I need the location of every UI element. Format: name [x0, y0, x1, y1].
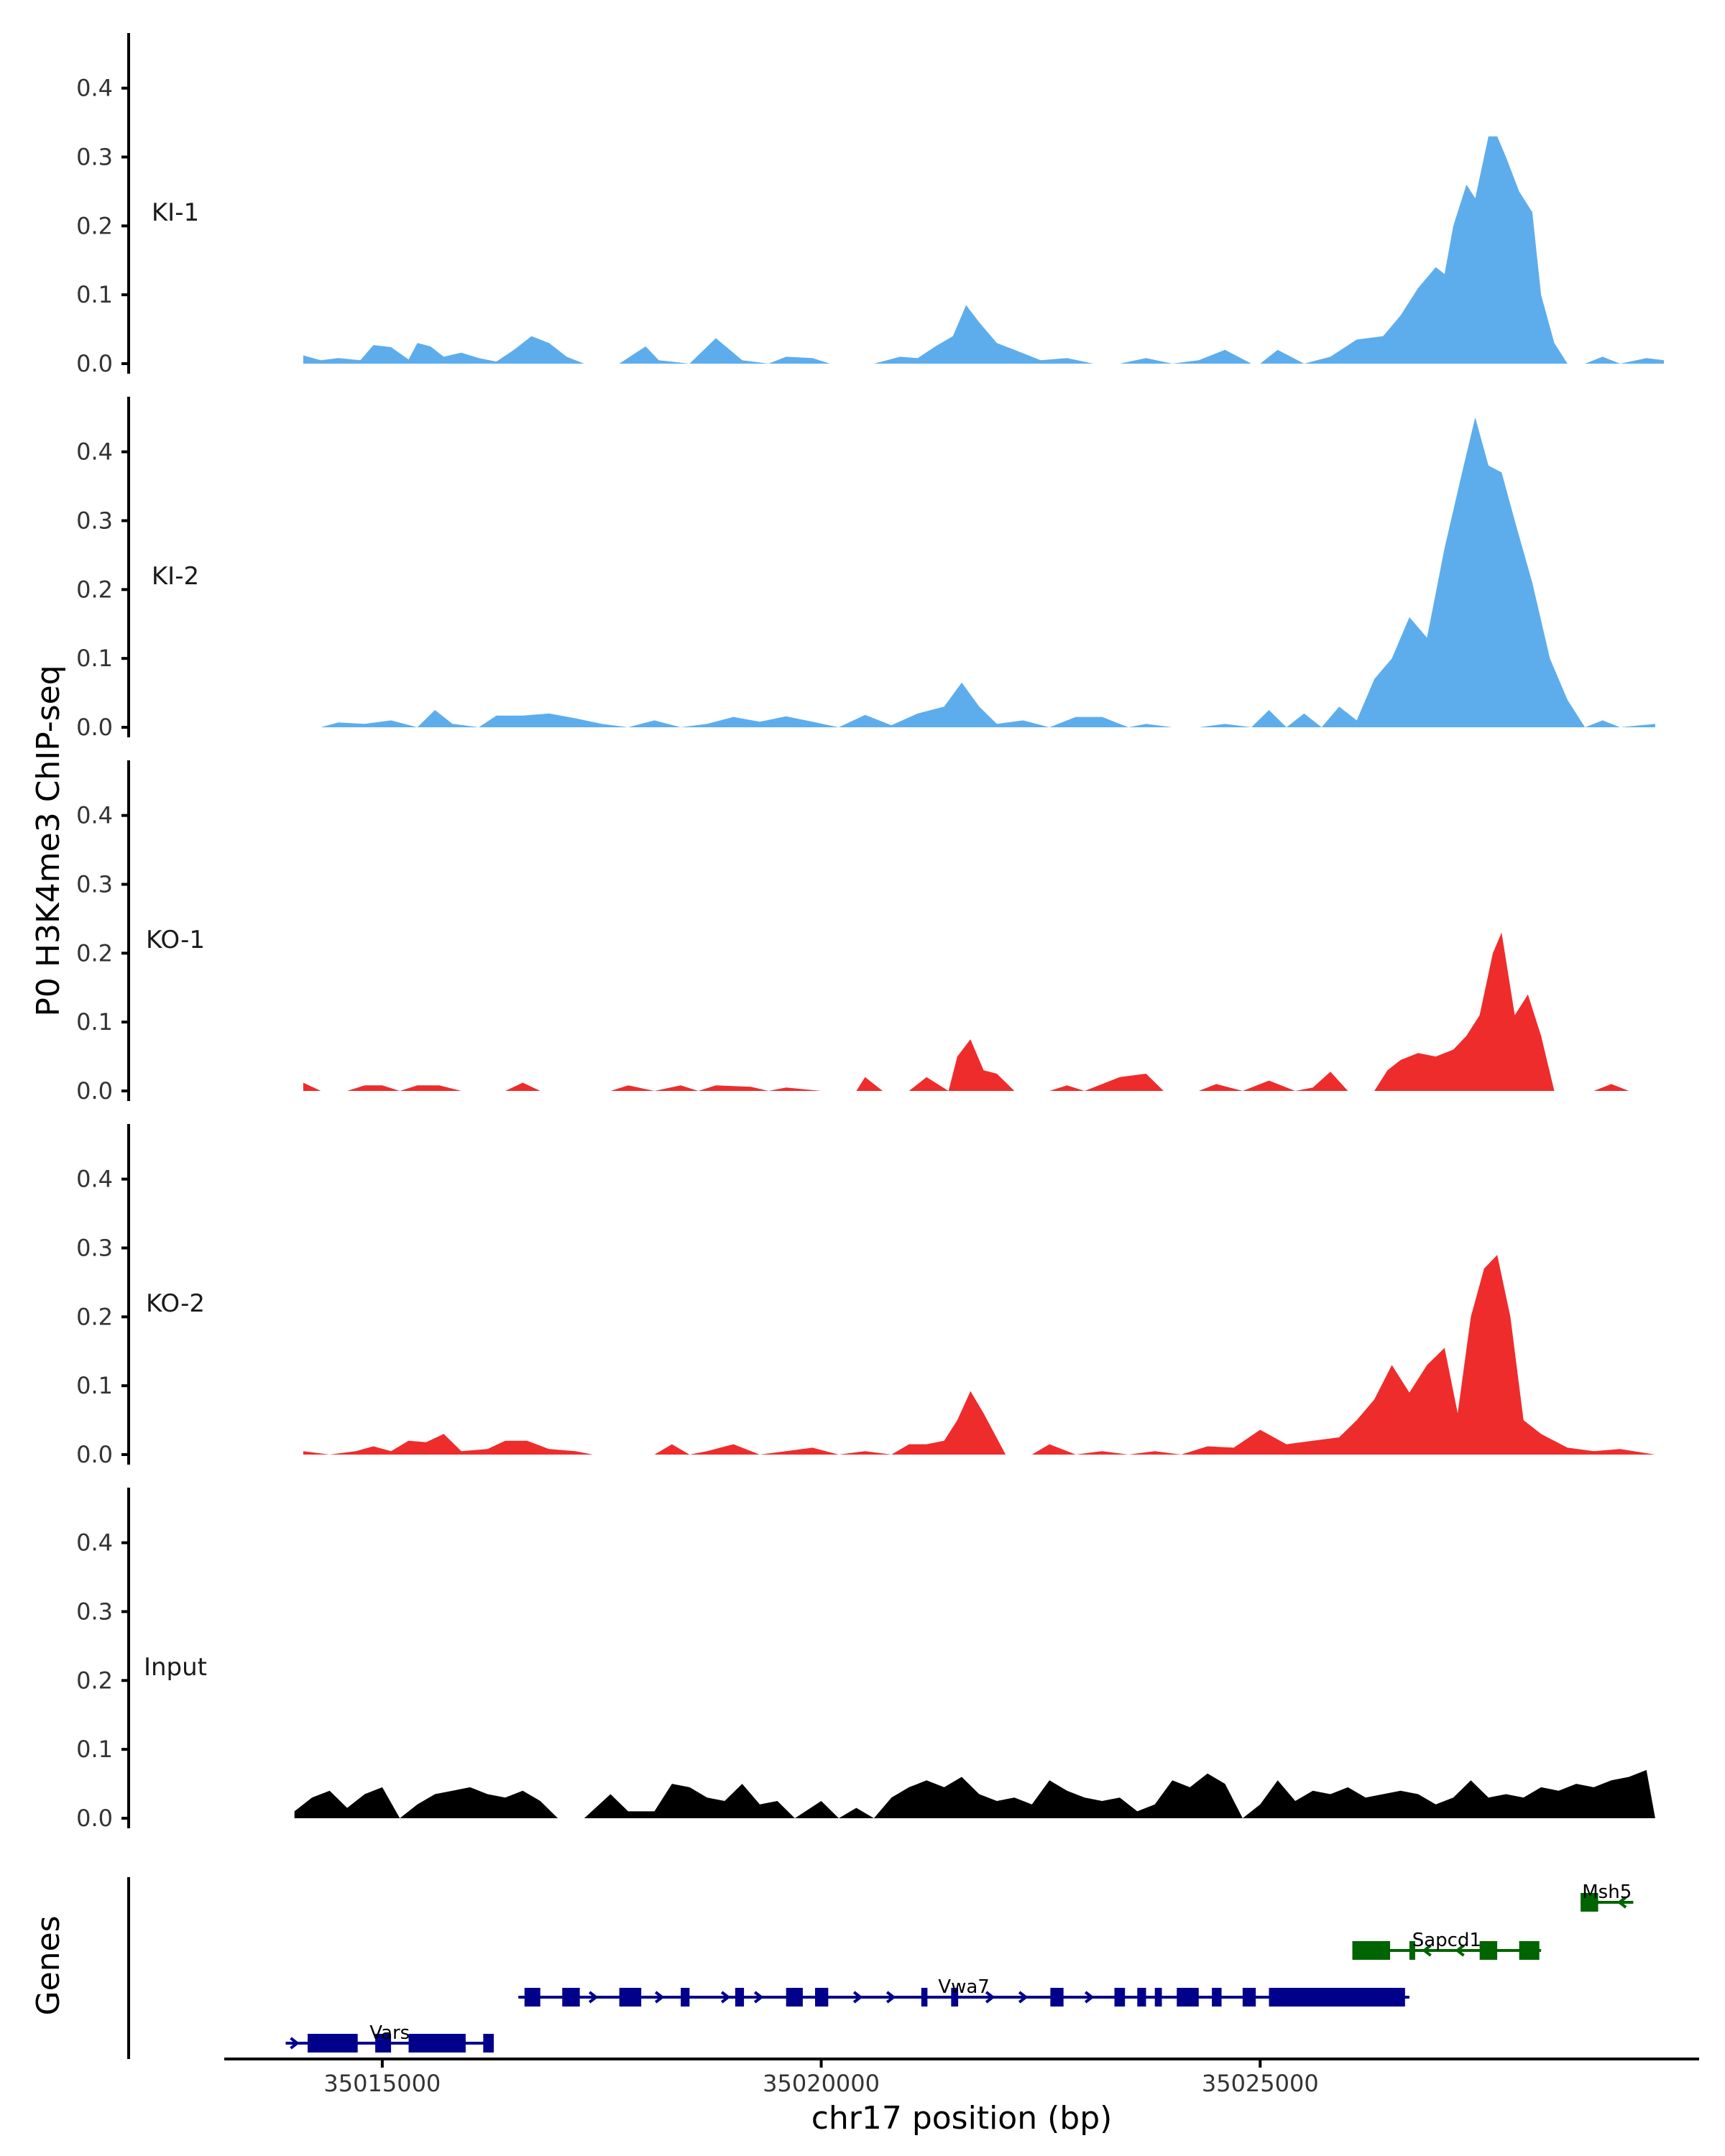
exon-block: [308, 2034, 358, 2053]
y-tick-label: 0.2: [76, 212, 113, 239]
gene-label-vars: Vars: [369, 2022, 410, 2044]
strand-arrow: [588, 1991, 599, 2004]
exon-block: [524, 1988, 540, 2007]
track-label: KO-1: [146, 926, 205, 954]
exon-block: [1519, 1941, 1540, 1960]
x-tick-label: 35015000: [323, 2070, 441, 2097]
y-tick-label: 0.3: [76, 871, 113, 898]
signal-area-ko-1: [303, 932, 1629, 1091]
strand-arrow: [720, 1991, 731, 2004]
strand-arrow: [852, 1991, 863, 2004]
x-axis: 35015000 35020000 35025000: [224, 2058, 1699, 2097]
y-tick-label: 0.1: [76, 281, 113, 308]
track-label: KI-1: [152, 198, 199, 227]
gene-label-vwa7: Vwa7: [938, 1976, 990, 1998]
signal-area-ki-1: [303, 136, 1665, 364]
y-tick-label: 0.0: [76, 714, 113, 741]
gene-label-sapcd1: Sapcd1: [1412, 1930, 1481, 1951]
y-tick-label: 0.4: [76, 75, 113, 102]
exon-block: [1114, 1988, 1126, 2007]
y-tick-label: 0.0: [76, 350, 113, 377]
signal-area-ko-2: [303, 1255, 1655, 1455]
exon-block: [562, 1988, 580, 2007]
strand-arrow: [1422, 1944, 1432, 1957]
exon-block: [408, 2034, 466, 2053]
exon-block: [951, 1988, 959, 2007]
exon-block: [786, 1988, 803, 2007]
exon-block: [1212, 1988, 1222, 2007]
exon-block: [1269, 1988, 1405, 2007]
exon-block: [921, 1988, 928, 2007]
track-label: Input: [144, 1653, 207, 1682]
exon-block: [1581, 1893, 1598, 1912]
exon-block: [1409, 1941, 1415, 1960]
strand-arrow: [290, 2037, 300, 2050]
y-tick-label: 0.1: [76, 1008, 113, 1036]
y-tick-label: 0.2: [76, 1303, 113, 1330]
track-label: KI-2: [152, 562, 199, 591]
y-tick-label: 0.1: [76, 1736, 113, 1763]
y-tick-label: 0.2: [76, 1667, 113, 1694]
signal-area-ki-2: [321, 417, 1655, 727]
gene-label-msh5: Msh5: [1582, 1881, 1632, 1903]
strand-arrow: [1455, 1944, 1465, 1957]
exon-block: [1177, 1988, 1199, 2007]
exon-block: [815, 1988, 829, 2007]
x-tick-label: 35025000: [1202, 2070, 1319, 2097]
y-tick-label: 0.3: [76, 1598, 113, 1626]
track-label: KO-2: [146, 1289, 205, 1318]
exon-block: [1137, 1988, 1146, 2007]
y-tick-label: 0.3: [76, 144, 113, 171]
exon-block: [1050, 1988, 1064, 2007]
genes-track-title: Genes: [30, 1915, 67, 2015]
y-axis-title: P0 H3K4me3 ChIP-seq: [30, 665, 67, 1016]
y-tick-label: 0.2: [76, 576, 113, 603]
y-tick-label: 0.0: [76, 1077, 113, 1105]
x-tick-label: 35020000: [763, 2070, 880, 2097]
strand-arrow: [1018, 1991, 1029, 2004]
exon-block: [1352, 1941, 1391, 1960]
x-axis-title: chr17 position (bp): [811, 2100, 1113, 2137]
y-tick-label: 0.3: [76, 1235, 113, 1262]
y-tick-label: 0.0: [76, 1441, 113, 1468]
y-tick-label: 0.4: [76, 1529, 113, 1557]
y-tick-label: 0.3: [76, 507, 113, 535]
exon-block: [375, 2034, 392, 2053]
exon-block: [681, 1988, 690, 2007]
strand-arrow: [654, 1991, 665, 2004]
strand-arrow: [1084, 1991, 1095, 2004]
y-tick-label: 0.2: [76, 939, 113, 967]
strand-arrow: [985, 1991, 995, 2004]
exon-block: [483, 2034, 494, 2053]
y-tick-label: 0.4: [76, 1166, 113, 1193]
y-tick-label: 0.0: [76, 1805, 113, 1832]
exon-block: [1154, 1988, 1162, 2007]
signal-tracks: 0.0 0.1 0.2 0.3 0.4 KI-1 0.0 0.1 0.2 0.3 0.4 KI-2 0.…: [76, 33, 1665, 1832]
strand-arrow: [1616, 1896, 1627, 1909]
exon-block: [1479, 1941, 1498, 1960]
exon-block: [1242, 1988, 1256, 2007]
signal-area-input: [294, 1769, 1655, 1818]
y-tick-label: 0.1: [76, 1372, 113, 1399]
exon-block: [735, 1988, 745, 2007]
gene-track: Msh5 Sapcd1 Vwa7 Vars: [127, 1877, 1634, 2059]
y-tick-label: 0.4: [76, 438, 113, 466]
strand-arrow: [886, 1991, 896, 2004]
strand-arrow: [753, 1991, 764, 2004]
exon-block: [619, 1988, 642, 2007]
y-tick-label: 0.4: [76, 802, 113, 829]
y-tick-label: 0.1: [76, 645, 113, 672]
